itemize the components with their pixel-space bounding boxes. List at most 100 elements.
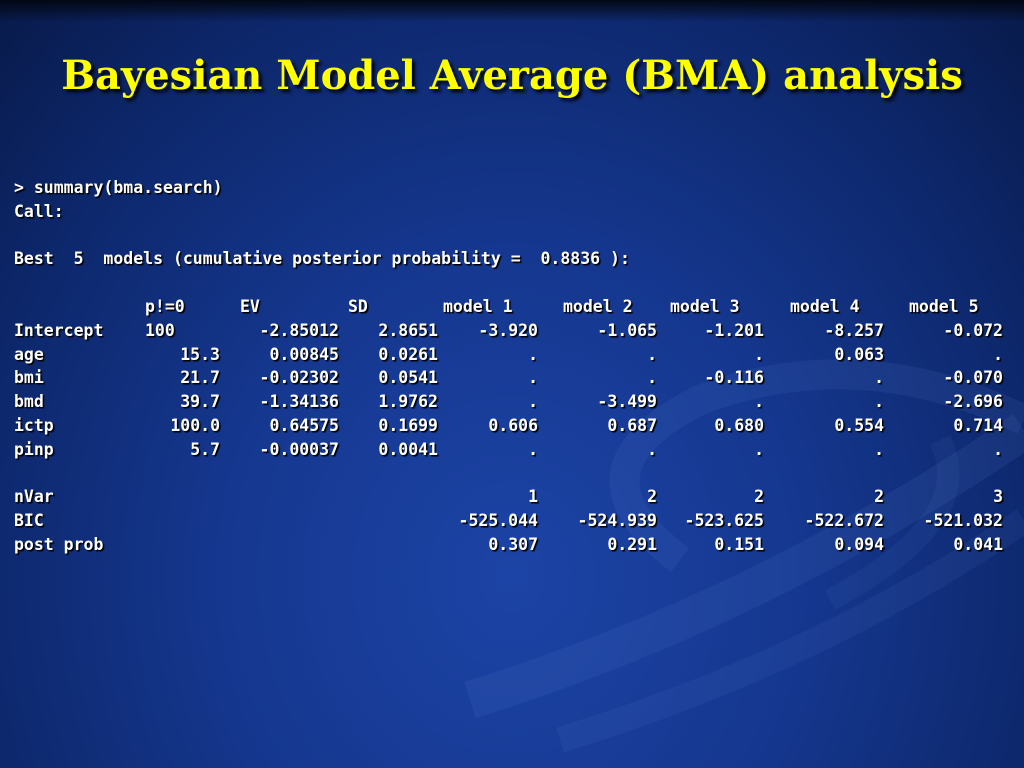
cell-model-5: 0.714 (953, 415, 1003, 435)
cell-sd: 0.0041 (378, 439, 438, 459)
cell-model-5: -0.070 (943, 368, 1003, 388)
cell-model-2: 0.291 (607, 534, 657, 554)
cell-sd: 0.1699 (378, 415, 438, 435)
table-row: age 15.3 0.00845 0.0261 . . . 0.063 . (14, 343, 1014, 367)
cell-model-3: 2 (754, 487, 764, 507)
summary-row-post-prob: post prob 0.307 0.291 0.151 0.094 0.041 (14, 533, 1014, 557)
cell-model-1: . (528, 344, 538, 364)
cell-model-3: . (754, 344, 764, 364)
cell-model-4: . (874, 392, 884, 412)
row-label: Intercept (14, 320, 104, 340)
cell-model-3: -523.625 (684, 511, 764, 531)
row-label: bmi (14, 368, 44, 388)
cell-ev: -0.00037 (259, 439, 339, 459)
cell-model-2: . (647, 368, 657, 388)
col-header-model-1: model 1 (443, 296, 513, 316)
row-label: nVar (14, 487, 54, 507)
blank-line (14, 224, 1014, 248)
cell-model-5: -0.072 (943, 320, 1003, 340)
table-row: Intercept 100 -2.85012 2.8651 -3.920 -1.… (14, 319, 1014, 343)
cell-model-1: . (528, 368, 538, 388)
row-label: post prob (14, 534, 104, 554)
row-label: BIC (14, 511, 44, 531)
summary-row-nvar: nVar 1 2 2 2 3 (14, 485, 1014, 509)
cell-ev: 0.00845 (269, 344, 339, 364)
cell-model-4: 0.063 (834, 344, 884, 364)
cell-model-5: . (993, 344, 1003, 364)
top-dark-band (0, 0, 1024, 22)
table-header-row: p!=0 EV SD model 1 model 2 model 3 model… (14, 295, 1014, 319)
cell-model-2: -3.499 (597, 392, 657, 412)
cell-model-4: . (874, 368, 884, 388)
table-row: ictp 100.0 0.64575 0.1699 0.606 0.687 0.… (14, 414, 1014, 438)
col-header-model-2: model 2 (563, 296, 633, 316)
cell-sd: 0.0541 (378, 368, 438, 388)
col-header-ev: EV (240, 296, 260, 316)
blank-line (14, 462, 1014, 486)
cell-model-4: 0.554 (834, 415, 884, 435)
cell-model-3: -1.201 (704, 320, 764, 340)
cell-model-4: -522.672 (804, 511, 884, 531)
row-label: age (14, 344, 44, 364)
cell-sd: 1.9762 (378, 392, 438, 412)
cell-model-2: 0.687 (607, 415, 657, 435)
cell-ev: -2.85012 (259, 320, 339, 340)
cell-pne: 100.0 (170, 415, 220, 435)
table-row: bmd 39.7 -1.34136 1.9762 . -3.499 . . -2… (14, 390, 1014, 414)
cell-model-3: -0.116 (704, 368, 764, 388)
cell-model-1: . (528, 392, 538, 412)
cell-sd: 0.0261 (378, 344, 438, 364)
cell-model-2: . (647, 344, 657, 364)
cell-model-3: . (754, 392, 764, 412)
console-command: > summary(bma.search) (14, 178, 223, 197)
cell-model-5: . (993, 439, 1003, 459)
console-call: Call: (14, 201, 64, 221)
cell-model-5: -2.696 (943, 392, 1003, 412)
cell-model-3: . (754, 439, 764, 459)
row-label: ictp (14, 415, 54, 435)
cell-pne: 5.7 (190, 439, 220, 459)
col-header-model-4: model 4 (790, 296, 860, 316)
col-header-model-5: model 5 (909, 296, 979, 316)
cell-model-1: -525.044 (458, 511, 538, 531)
col-header-sd: SD (348, 296, 368, 316)
cell-pne: 39.7 (180, 392, 220, 412)
cell-model-2: . (647, 439, 657, 459)
cell-model-3: 0.680 (714, 415, 764, 435)
cell-pne: 15.3 (180, 344, 220, 364)
col-header-model-3: model 3 (670, 296, 740, 316)
cell-model-1: 0.606 (488, 415, 538, 435)
summary-row-bic: BIC -525.044 -524.939 -523.625 -522.672 … (14, 509, 1014, 533)
slide-title: Bayesian Model Average (BMA) analysis (61, 52, 963, 99)
cell-model-5: 3 (993, 487, 1003, 507)
cell-model-5: -521.032 (923, 511, 1003, 531)
cell-model-2: 2 (647, 487, 657, 507)
r-console-output: > summary(bma.search) Call: Best 5 model… (14, 176, 1014, 557)
cell-ev: -1.34136 (259, 392, 339, 412)
col-header-pne: p!=0 (145, 296, 185, 316)
table-row: pinp 5.7 -0.00037 0.0041 . . . . . (14, 438, 1014, 462)
cell-ev: -0.02302 (259, 368, 339, 388)
cell-pne: 100 (145, 320, 175, 340)
cell-pne: 21.7 (180, 368, 220, 388)
cell-model-4: 2 (874, 487, 884, 507)
cell-model-3: 0.151 (714, 534, 764, 554)
row-label: pinp (14, 439, 54, 459)
cell-model-1: 0.307 (488, 534, 538, 554)
cell-model-4: 0.094 (834, 534, 884, 554)
cell-model-2: -524.939 (577, 511, 657, 531)
cell-sd: 2.8651 (378, 320, 438, 340)
cell-model-2: -1.065 (597, 320, 657, 340)
cell-model-1: -3.920 (478, 320, 538, 340)
cell-ev: 0.64575 (269, 415, 339, 435)
blank-line (14, 271, 1014, 295)
best-models-line: Best 5 models (cumulative posterior prob… (14, 249, 630, 269)
row-label: bmd (14, 392, 44, 412)
table-row: bmi 21.7 -0.02302 0.0541 . . -0.116 . -0… (14, 366, 1014, 390)
cell-model-5: 0.041 (953, 534, 1003, 554)
cell-model-1: 1 (528, 487, 538, 507)
cell-model-1: . (528, 439, 538, 459)
cell-model-4: . (874, 439, 884, 459)
cell-model-4: -8.257 (824, 320, 884, 340)
